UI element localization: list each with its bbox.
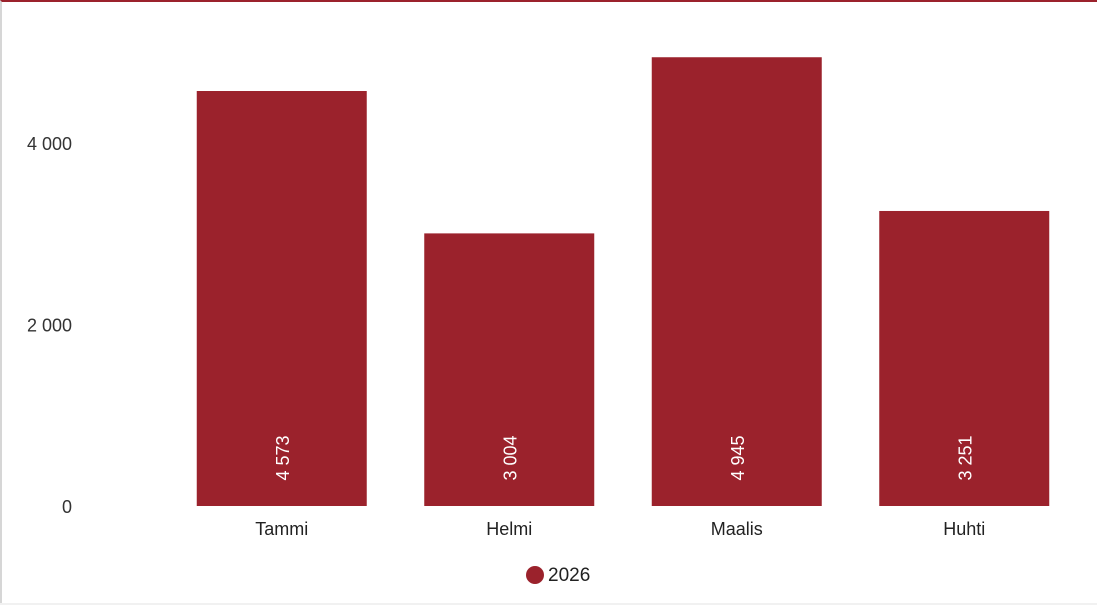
- legend-label[interactable]: 2026: [548, 565, 590, 586]
- bar-helmi[interactable]: [424, 233, 595, 506]
- bar-value-label: 4 573: [273, 435, 293, 480]
- y-tick-label: 0: [62, 497, 72, 517]
- y-tick-label: 2 000: [27, 316, 72, 336]
- x-axis: Tammi Helmi Maalis Huhti: [255, 519, 985, 539]
- bars-group: 4 573 3 004 4 945 3 251: [196, 57, 1050, 507]
- bar-value-label: 3 004: [500, 435, 520, 480]
- bar-value-label: 4 945: [728, 435, 748, 480]
- legend-marker[interactable]: [526, 566, 544, 584]
- bar-huhti[interactable]: [879, 210, 1050, 507]
- bar-tammi[interactable]: [196, 91, 367, 507]
- x-category-label: Huhti: [943, 519, 985, 539]
- legend[interactable]: 2026: [526, 565, 590, 586]
- x-category-label: Helmi: [486, 519, 532, 539]
- bar-value-label: 3 251: [955, 435, 975, 480]
- bar-maalis[interactable]: [651, 57, 822, 507]
- y-axis: 0 2 000 4 000: [27, 134, 72, 517]
- x-category-label: Maalis: [711, 519, 763, 539]
- y-tick-label: 4 000: [27, 134, 72, 154]
- x-category-label: Tammi: [255, 519, 308, 539]
